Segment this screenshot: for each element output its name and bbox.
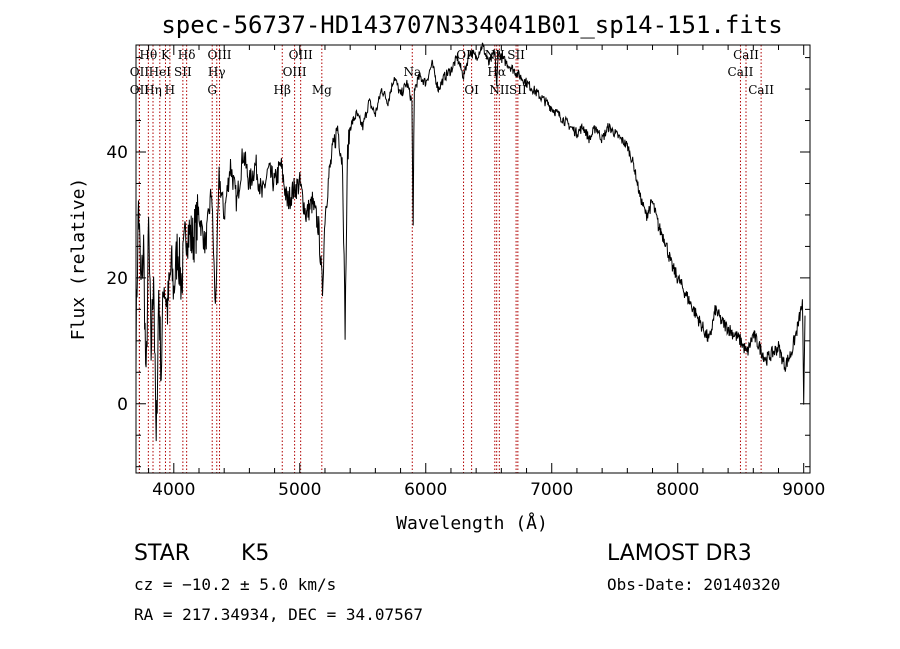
x-axis-label: Wavelength (Å)	[396, 512, 548, 534]
line-label: OIII	[289, 48, 313, 62]
line-label: Hδ	[178, 48, 196, 62]
line-label: Hη	[144, 83, 162, 97]
plot-frame	[135, 44, 811, 474]
x-tick-label: 9000	[782, 480, 825, 500]
object-subclass: K5	[241, 541, 269, 566]
line-label: HeI	[149, 65, 172, 79]
line-label: Na	[403, 65, 421, 79]
line-label: CaII	[728, 65, 754, 79]
line-label: Hα	[487, 65, 506, 79]
observation-date: Obs-Date: 20140320	[607, 575, 780, 594]
y-tick-label: 0	[117, 395, 128, 415]
line-label: SII	[507, 48, 525, 62]
line-label: H	[165, 83, 175, 97]
x-tick-label: 4000	[152, 480, 195, 500]
line-label: G	[207, 83, 217, 97]
line-label: SII	[509, 83, 527, 97]
line-markers	[138, 45, 762, 473]
spectrum-series	[135, 42, 806, 442]
x-tick-label: 6000	[404, 480, 447, 500]
line-label: K	[161, 48, 171, 62]
object-class: STAR	[134, 541, 190, 566]
chart-title: spec-56737-HD143707N334041B01_sp14-151.f…	[161, 11, 782, 39]
line-label: OIII	[207, 48, 231, 62]
x-tick-label: 5000	[278, 480, 321, 500]
line-label: CaII	[748, 83, 774, 97]
line-label: Hθ	[139, 48, 157, 62]
coordinates: RA = 217.34934, DEC = 34.07567	[134, 605, 423, 624]
y-axis-label: Flux (relative)	[68, 178, 89, 341]
line-label: OII	[130, 65, 150, 79]
y-tick-label: 20	[106, 269, 128, 289]
line-label: NII	[489, 83, 509, 97]
line-label: Hβ	[274, 83, 291, 97]
x-tick-label: 7000	[530, 480, 573, 500]
line-label: CaII	[733, 48, 759, 62]
line-label: OI	[464, 83, 479, 97]
axis-ticks	[136, 45, 810, 473]
line-label: OIII	[283, 65, 307, 79]
survey-name: LAMOST DR3	[607, 541, 752, 566]
x-tick-label: 8000	[656, 480, 699, 500]
line-label: SII	[174, 65, 192, 79]
line-label: Mg	[312, 83, 332, 97]
y-tick-label: 40	[106, 143, 128, 163]
redshift-readout: cz = −10.2 ± 5.0 km/s	[134, 575, 336, 594]
spectrum-line	[135, 42, 806, 442]
line-label: Hγ	[208, 65, 226, 79]
axis-tick-labels: 4000 5000 6000 7000 8000 9000 0 20 40	[106, 143, 825, 500]
line-label: OII	[130, 83, 150, 97]
line-label: OI	[456, 48, 471, 62]
